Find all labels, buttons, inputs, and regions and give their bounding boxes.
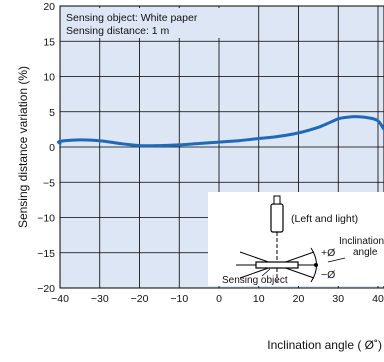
y-tick-label: 20 — [43, 1, 55, 13]
y-tick-label: 15 — [43, 36, 55, 48]
sensing-object-plate — [255, 261, 299, 269]
y-tick-label: 0 — [49, 142, 55, 154]
sensing-object-label: Sensing object — [222, 275, 288, 286]
inset-illustration: (Left and light) +Ø −Ø Inclination angle… — [208, 192, 384, 286]
x-tick-label: 10 — [253, 293, 265, 305]
series-line — [57, 115, 384, 148]
x-tick-label: −20 — [131, 293, 149, 305]
x-axis-title: Inclination angle ( Ø˚) — [267, 338, 382, 352]
angle-marker-dot — [314, 263, 318, 267]
plus-angle-label: +Ø — [321, 247, 335, 259]
x-tick-label: 30 — [332, 293, 344, 305]
object-label-leader — [261, 268, 271, 277]
y-tick-label: −10 — [37, 213, 55, 225]
y-tick-label: −15 — [37, 248, 55, 260]
x-tick-label: −40 — [51, 293, 69, 305]
x-tick-label: −30 — [91, 293, 109, 305]
x-tick-label: −10 — [170, 293, 188, 305]
x-tick-label: 0 — [216, 293, 222, 305]
y-tick-label: 5 — [49, 107, 55, 119]
y-axis-title: Sensing distance variation (%) — [16, 66, 30, 228]
inset-background — [208, 192, 384, 286]
condition-distance-label: Sensing distance: 1 m — [66, 25, 170, 37]
conditions-box — [62, 8, 222, 38]
x-tick-label: 40 — [372, 293, 384, 305]
angle-label-leader — [327, 257, 346, 263]
orientation-label: (Left and light) — [291, 213, 358, 225]
x-tick-label: 20 — [293, 293, 305, 305]
minus-angle-label: −Ø — [321, 269, 335, 281]
x-tick-labels: −40 −30 −20 −10 0 10 20 30 40 — [51, 293, 384, 305]
y-tick-labels: −20 −15 −10 −5 0 5 10 15 20 — [37, 1, 55, 295]
inclination-angle-label: Inclination angle — [339, 236, 384, 258]
y-tick-label: −5 — [43, 177, 55, 189]
y-tick-label: −20 — [37, 283, 55, 295]
sensor-cap — [273, 195, 281, 205]
condition-object-label: Sensing object: White paper — [66, 12, 198, 24]
y-tick-label: 10 — [43, 72, 55, 84]
sensor-body — [270, 203, 284, 233]
